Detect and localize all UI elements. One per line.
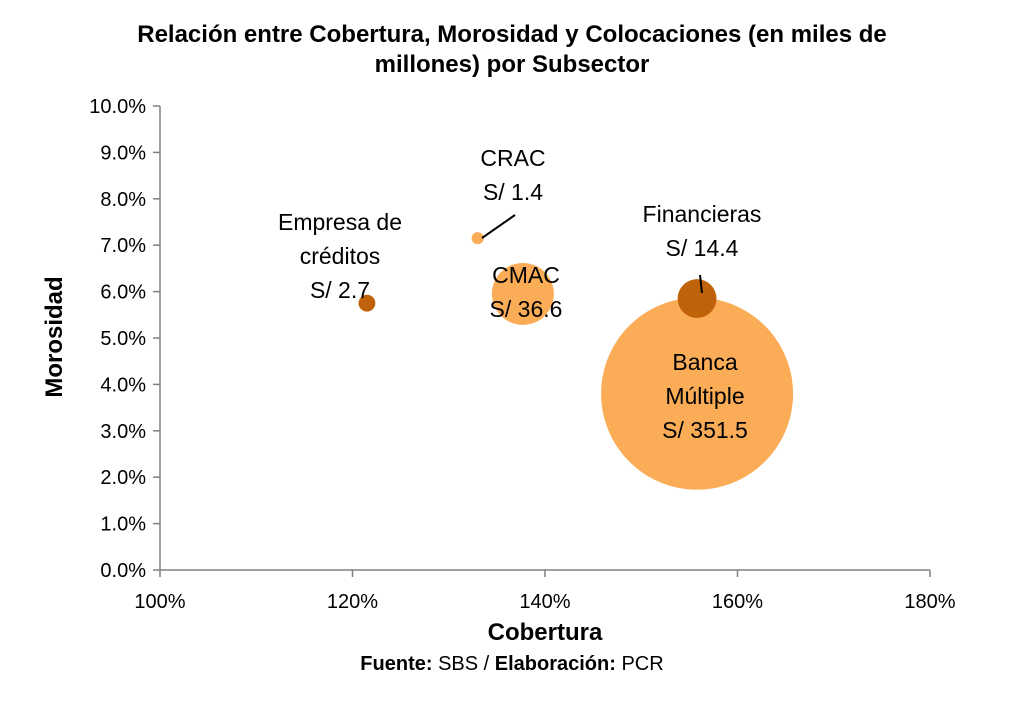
bubble-label: S/ 14.4 <box>666 235 739 261</box>
bubble-label: S/ 1.4 <box>483 179 543 205</box>
x-axis-label: Cobertura <box>488 619 603 646</box>
bubble <box>601 297 794 490</box>
y-tick-label: 1.0% <box>100 514 146 536</box>
leader-line <box>481 214 516 239</box>
y-tick-label: 2.0% <box>100 467 146 489</box>
y-tick-label: 8.0% <box>100 189 146 211</box>
bubble <box>358 294 376 312</box>
x-tick-label: 180% <box>904 591 955 613</box>
y-tick-label: 4.0% <box>100 374 146 396</box>
x-axis-ticks: 100% 120% 140% 160% 180% <box>134 570 956 613</box>
bubble-label: créditos <box>300 243 381 269</box>
chart-title-line-1: Relación entre Cobertura, Morosidad y Co… <box>137 21 887 48</box>
chart-title-line-2: millones) por Subsector <box>374 51 650 78</box>
bubble-label: S/ 351.5 <box>662 417 748 443</box>
y-tick-label: 7.0% <box>100 235 146 257</box>
bubble-label: Empresa de <box>278 209 402 235</box>
bubble <box>677 279 717 318</box>
bubbles <box>358 232 794 490</box>
source-fuente-value: SBS / <box>432 653 495 675</box>
bubble-label: Múltiple <box>665 383 744 409</box>
bubble-labels: Empresa de créditos S/ 2.7 CRAC S/ 1.4 CMAC S/… <box>278 145 761 443</box>
bubble <box>471 232 484 245</box>
y-tick-label: 3.0% <box>100 421 146 443</box>
bubble-label: CRAC <box>480 145 545 171</box>
source-note: Fuente: SBS / Elaboración: PCR <box>0 653 1024 676</box>
bubble-label: Financieras <box>643 201 762 227</box>
bubble-label: S/ 36.6 <box>490 296 563 322</box>
bubble-label: CMAC <box>492 262 560 288</box>
y-axis-ticks: 0.0% 1.0% 2.0% 3.0% 4.0% 5.0% 6.0% 7.0% 8.0% 9.0%… <box>89 96 160 582</box>
source-fuente-label: Fuente: <box>360 653 433 675</box>
y-tick-label: 5.0% <box>100 328 146 350</box>
source-elaboracion-value: PCR <box>615 653 664 675</box>
x-tick-label: 140% <box>519 591 570 613</box>
chart-title: Relación entre Cobertura, Morosidad y Co… <box>0 20 1024 80</box>
x-tick-label: 100% <box>134 591 185 613</box>
x-tick-label: 160% <box>712 591 763 613</box>
bubble-label: S/ 2.7 <box>310 277 370 303</box>
y-axis-label: Morosidad <box>41 276 68 397</box>
leader-line <box>699 274 703 294</box>
y-tick-label: 0.0% <box>100 560 146 582</box>
bubble-label: Banca <box>672 349 737 375</box>
source-elaboracion-label: Elaboración: <box>494 653 616 675</box>
y-tick-label: 9.0% <box>100 142 146 164</box>
bubble <box>491 262 554 325</box>
y-tick-label: 10.0% <box>89 96 146 118</box>
y-tick-label: 6.0% <box>100 282 146 304</box>
x-tick-label: 120% <box>327 591 378 613</box>
